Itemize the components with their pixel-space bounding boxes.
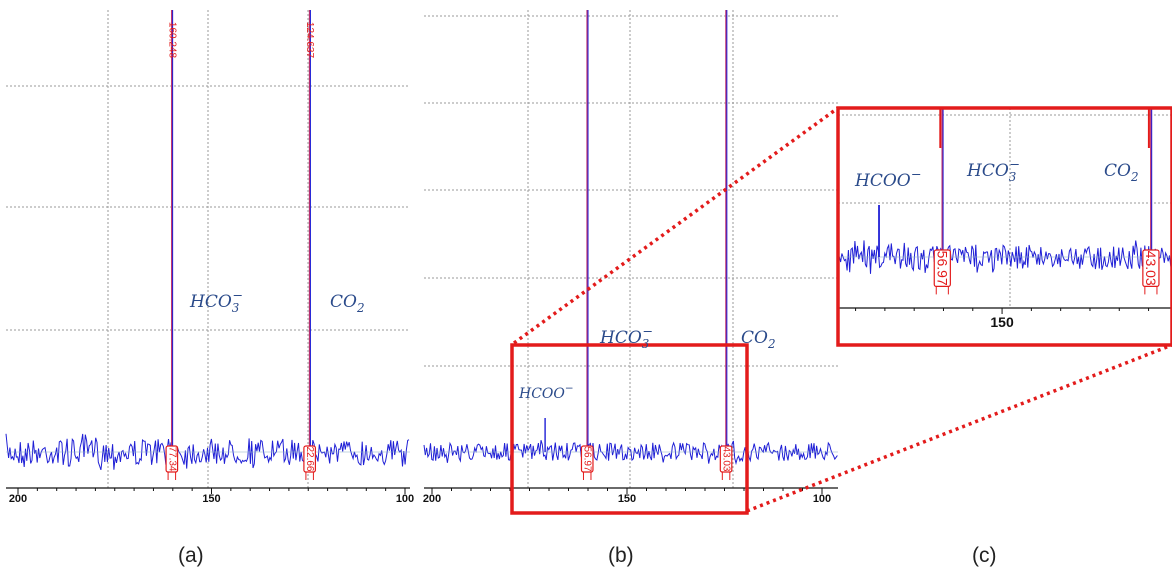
zoom-connector-top — [512, 106, 840, 345]
axis-a-tick-label: 200 — [9, 493, 27, 505]
integral-a-0: 77.34 — [166, 446, 177, 471]
integral-b-0-box — [580, 445, 594, 473]
label-b-hco3: HCO3− — [599, 324, 653, 351]
integral-c-0-box — [933, 249, 951, 288]
integral-c-1: 43.03 — [1143, 251, 1159, 286]
axis-b-tick-label: 200 — [423, 493, 441, 505]
panel-a: 160.248 77.34 124.637 22.66 200 150 100 — [5, 10, 414, 505]
integral-a-1-box — [303, 445, 317, 473]
spectrum-a — [5, 433, 410, 471]
label-b-hcoo: HCOO− — [518, 383, 574, 402]
integral-b-1: 43.03 — [721, 446, 732, 471]
axis-b-tick-label: 150 — [618, 493, 636, 505]
panel-c: 56.97 43.03 — [838, 108, 1172, 308]
zoom-frame-c — [836, 106, 1172, 347]
spectrum-b — [423, 440, 838, 466]
label-a-co2: CO2 — [330, 292, 365, 315]
label-c-hcoo: HCOO− — [854, 167, 921, 191]
axis-a-tick-label: 100 — [396, 493, 414, 505]
integral-a-0-box — [165, 445, 179, 473]
label-a-hco3: HCO3− — [189, 288, 243, 315]
caption-a: (a) — [178, 544, 204, 567]
caption-b: (b) — [608, 544, 634, 567]
axis-b-tick-label: 100 — [813, 493, 831, 505]
axis-c-tick-label: 150 — [990, 314, 1014, 330]
integral-c-1-box — [1142, 249, 1160, 288]
label-c-hco3: HCO3− — [966, 157, 1020, 184]
panel-b: 56.97 43.03 200 150 100 — [423, 10, 838, 505]
spectrum-c — [838, 240, 1172, 274]
axis-a-tick-label: 150 — [202, 493, 220, 505]
species-labels: HCO3− CO2 HCOO− HCO3− CO2 HCOO− HCO3− CO2 — [189, 157, 1139, 402]
label-b-co2: CO2 — [741, 328, 776, 351]
integral-b-0: 56.97 — [582, 446, 593, 471]
integral-b-1-box — [719, 445, 733, 473]
panel-c-axis: 150 — [836, 106, 1172, 347]
panel-c-bg — [838, 108, 1172, 308]
label-c-co2: CO2 — [1104, 161, 1139, 184]
zoom-box-b — [510, 343, 749, 515]
zoom-connector-bottom — [746, 343, 1172, 513]
integral-a-1: 22.66 — [304, 446, 315, 471]
caption-c: (c) — [972, 544, 997, 567]
peak-label-a-1: 124.637 — [304, 22, 315, 59]
zoom-indicator — [510, 106, 1172, 515]
integral-c-0: 56.97 — [934, 251, 950, 286]
peak-label-a-0: 160.248 — [166, 22, 177, 59]
